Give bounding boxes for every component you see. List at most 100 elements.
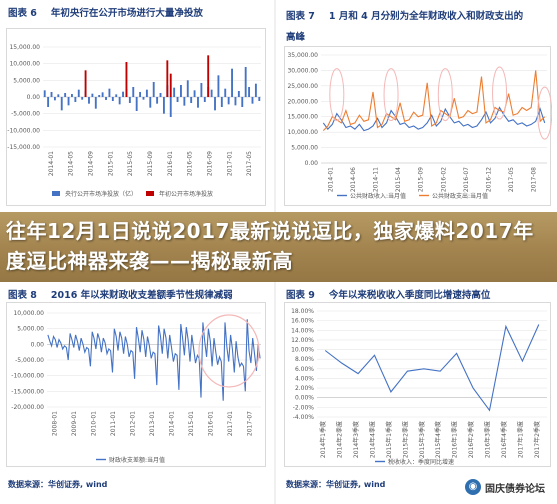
- bar: [128, 97, 131, 103]
- y-tick-label: 0.00: [31, 341, 45, 348]
- y-tick-label: 5,000.00: [13, 77, 40, 84]
- bar: [67, 97, 70, 106]
- y-tick-label: 25,000.00: [287, 83, 318, 90]
- y-tick-label: 16.00%: [291, 318, 314, 325]
- y-tick-label: -4.00%: [293, 414, 315, 421]
- bar: [176, 97, 179, 102]
- chart-9: 18.00% 16.00% 14.00% 12.00% 10.00% 8.00% 6.00%…: [284, 302, 551, 467]
- bar: [71, 94, 73, 97]
- x-tick-label: 2014-01: [327, 167, 334, 192]
- figure-source: 数据来源：华创证券, wind: [8, 480, 108, 489]
- chart-6-svg: 15,000.00 10,000.00 5,000.00 0.00 -5,000.00 -…: [7, 44, 261, 198]
- bar: [207, 55, 210, 97]
- x-tick-label: 2016-02: [440, 167, 447, 192]
- x-tick-label: 2014年4季度: [369, 421, 377, 458]
- x-tick-label: 2014-09: [88, 151, 95, 176]
- bar: [152, 82, 155, 97]
- bar: [139, 92, 142, 97]
- bar: [169, 97, 172, 117]
- bar: [94, 97, 97, 109]
- x-tick-label: 2011-01: [110, 411, 117, 436]
- y-tick-label: -20,000.00: [11, 404, 44, 411]
- bar: [193, 90, 196, 97]
- headline-text: 往年12月1日说说2017最新说说逗比，独家爆料2017年度逗比神器来袭——揭秘…: [6, 219, 534, 273]
- x-tick-label: 2009-01: [71, 411, 78, 436]
- bar: [197, 97, 199, 108]
- bar: [173, 87, 176, 97]
- x-tick-label: 2017-01: [226, 151, 233, 176]
- y-tick-label: 4.00%: [295, 375, 314, 382]
- bar: [47, 97, 50, 107]
- y-tick-label: 2.00%: [295, 385, 314, 392]
- figure-caption: 今年以来税收收入季度同比增速持高位: [328, 290, 491, 301]
- bar: [84, 70, 87, 97]
- bar: [60, 97, 63, 111]
- bar: [64, 93, 67, 97]
- bar: [115, 94, 118, 97]
- bar: [108, 88, 111, 97]
- y-tick-label: 20,000.00: [287, 98, 318, 105]
- bar: [203, 97, 206, 102]
- legend-label: 年初公开市场净投放: [159, 190, 213, 198]
- chart-9-svg: 18.00% 16.00% 14.00% 12.00% 10.00% 8.00% 6.00%…: [291, 308, 547, 466]
- figure-number: 图表 8: [8, 290, 37, 301]
- figure-title: 图表 8 2016 年以来财政收支差额季节性规律减弱: [8, 288, 266, 303]
- x-tick-label: 2015-01: [188, 411, 195, 436]
- figure-title: 图表 6 年初央行在公开市场进行大量净投放: [8, 6, 266, 21]
- x-tick-label: 2014-01: [48, 151, 55, 176]
- y-tick-label: 0.00: [305, 160, 319, 167]
- bar: [91, 93, 94, 97]
- y-tick-label: 5,000.00: [291, 145, 318, 152]
- y-tick-label: 10.00%: [291, 347, 314, 354]
- x-tick-label: 2016年1季度: [451, 421, 459, 458]
- bar: [166, 60, 169, 97]
- bar: [183, 97, 186, 106]
- chart-7: 35,000.00 30,000.00 25,000.00 20,000.00 15,0…: [284, 46, 552, 206]
- x-tick-label: 2017-05: [508, 167, 515, 192]
- figure-caption-line2: 高峰: [286, 32, 306, 43]
- highlight-circle: [198, 314, 260, 388]
- highlight-circle: [437, 68, 453, 122]
- series-line: [324, 324, 540, 412]
- y-tick-label: 10,000.00: [9, 61, 40, 68]
- x-tick-label: 2015-09: [147, 151, 154, 176]
- bar: [149, 97, 152, 108]
- figure-number: 图表 6: [8, 8, 37, 19]
- y-tick-label: 12.00%: [291, 337, 314, 344]
- bar: [248, 87, 251, 97]
- x-tick-label: 2013-01: [149, 411, 156, 436]
- y-tick-label: 8.00%: [295, 356, 314, 363]
- figure-title: 图表 7 1 月和 4 月分别为全年财政收入和财政支出的 高峰: [286, 6, 551, 48]
- y-tick-label: 5,000.00: [17, 326, 44, 333]
- figure-panel-6: 图表 6 年初央行在公开市场进行大量净投放 15,000.00 10,000.00 5…: [0, 0, 272, 212]
- x-tick-label: 2016-01: [167, 151, 174, 176]
- bar: [224, 88, 227, 97]
- x-tick-label: 2016年4季度: [500, 421, 508, 458]
- y-tick-label: 0.00%: [295, 395, 314, 402]
- highlight-circle: [537, 86, 552, 140]
- x-tick-label: 2017年2季度: [533, 421, 541, 458]
- x-tick-label: 2017-07: [246, 411, 253, 436]
- y-tick-label: -10,000.00: [7, 127, 40, 134]
- y-tick-label: -5,000.00: [15, 357, 44, 364]
- bar: [53, 97, 56, 101]
- legend-swatch: [52, 191, 60, 196]
- bar: [237, 91, 240, 97]
- bar: [162, 97, 165, 114]
- figure-caption: 1 月和 4 月分别为全年财政收入和财政支出的: [328, 11, 524, 22]
- bar: [74, 97, 77, 102]
- x-tick-label: 2016-09: [206, 151, 213, 176]
- bar: [142, 97, 145, 100]
- highlight-circle: [383, 68, 399, 122]
- x-tick-label: 2014-01: [168, 411, 175, 436]
- figure-panel-7: 图表 7 1 月和 4 月分别为全年财政收入和财政支出的 高峰 35,000.00…: [278, 0, 557, 212]
- highlight-circle: [329, 68, 345, 122]
- x-tick-label: 2017-08: [531, 167, 538, 192]
- bar: [217, 75, 220, 97]
- bar: [98, 95, 101, 97]
- legend-swatch: [146, 191, 154, 196]
- bar: [180, 85, 182, 97]
- x-tick-label: 2014年2季度: [336, 421, 344, 458]
- x-tick-label: 2015年4季度: [434, 421, 442, 458]
- figure-caption: 2016 年以来财政收支差额季节性规律减弱: [50, 290, 233, 301]
